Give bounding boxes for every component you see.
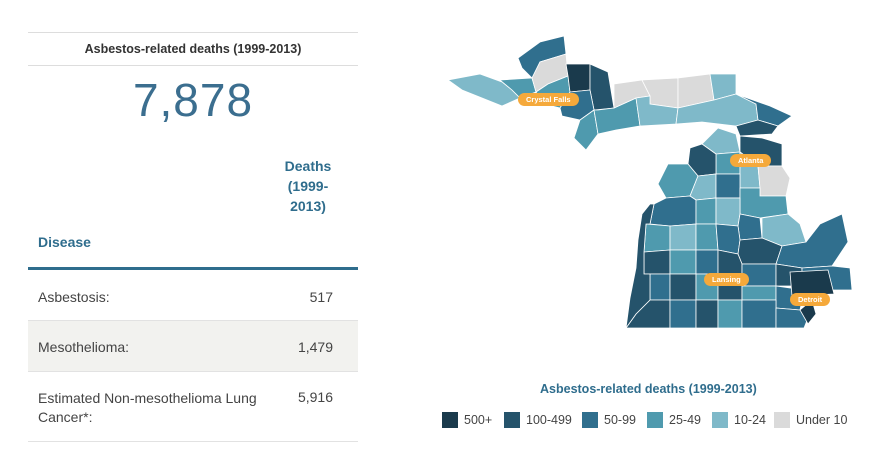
deaths-header-line3: 2013) <box>290 198 326 214</box>
legend-swatch <box>647 412 663 428</box>
stat-title: Asbestos-related deaths (1999-2013) <box>28 32 358 66</box>
table-row: Estimated Non-mesothelioma Lung Cancer*:… <box>28 372 358 442</box>
death-count: 517 <box>309 289 333 305</box>
deaths-header-line1: Deaths <box>284 158 332 174</box>
city-label-atlanta[interactable]: Atlanta <box>730 154 772 167</box>
column-header-deaths: Deaths (1999- 2013) <box>278 156 338 216</box>
city-label-lansing[interactable]: Lansing <box>704 273 749 286</box>
legend-label: 100-499 <box>526 413 572 427</box>
total-deaths-value: 7,878 <box>132 74 254 126</box>
column-header-disease: Disease <box>38 234 91 250</box>
michigan-map-graphic <box>447 35 853 329</box>
table-row: Asbestosis: 517 <box>28 270 358 321</box>
legend-swatch <box>582 412 598 428</box>
disease-name: Mesothelioma: <box>38 339 130 355</box>
upper-peninsula <box>447 35 793 151</box>
table-row: Mesothelioma: 1,479 <box>28 321 358 372</box>
city-label-crystal-falls[interactable]: Crystal Falls <box>518 93 579 106</box>
legend-swatch <box>712 412 728 428</box>
legend-title: Asbestos-related deaths (1999-2013) <box>540 382 757 396</box>
legend-label: Under 10 <box>796 413 848 427</box>
legend-swatch <box>504 412 520 428</box>
legend-swatch <box>442 412 458 428</box>
table-header: Disease Deaths (1999- 2013) <box>28 134 358 270</box>
legend-swatch <box>774 412 790 428</box>
legend-label: 500+ <box>464 413 493 427</box>
deaths-header-line2: (1999- <box>287 178 329 194</box>
legend-label: 10-24 <box>734 413 766 427</box>
death-count: 1,479 <box>297 339 333 355</box>
michigan-county-map[interactable]: Crystal Falls Atlanta Lansing Detroit <box>440 28 860 338</box>
disease-name: Estimated Non-mesothelioma Lung Cancer*: <box>38 390 257 425</box>
disease-name: Asbestosis: <box>38 289 110 305</box>
legend-label: 50-99 <box>604 413 636 427</box>
stats-panel: Asbestos-related deaths (1999-2013) 7,87… <box>28 32 358 442</box>
death-count: 5,916 <box>297 389 333 405</box>
legend-label: 25-49 <box>669 413 701 427</box>
city-label-detroit[interactable]: Detroit <box>790 293 831 306</box>
